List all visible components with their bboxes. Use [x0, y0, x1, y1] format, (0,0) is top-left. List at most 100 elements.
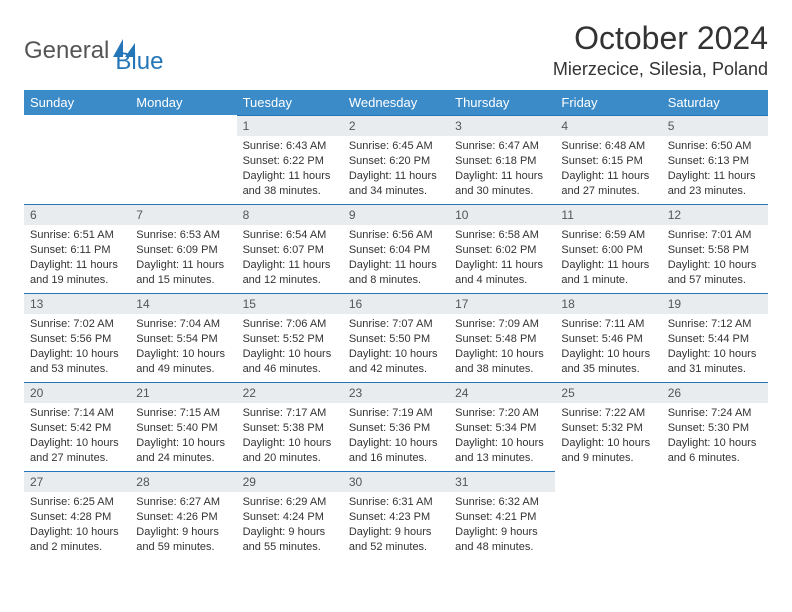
sunrise-text: Sunrise: 6:58 AM — [455, 228, 549, 243]
day-body: Sunrise: 7:17 AMSunset: 5:38 PMDaylight:… — [237, 403, 343, 469]
daylight-line1: Daylight: 10 hours — [668, 436, 762, 451]
sunset-text: Sunset: 6:09 PM — [136, 243, 230, 258]
calendar-week-row: 1Sunrise: 6:43 AMSunset: 6:22 PMDaylight… — [24, 115, 768, 204]
calendar-cell: 28Sunrise: 6:27 AMSunset: 4:26 PMDayligh… — [130, 471, 236, 560]
sunset-text: Sunset: 5:58 PM — [668, 243, 762, 258]
calendar-cell — [662, 471, 768, 560]
calendar-cell: 25Sunrise: 7:22 AMSunset: 5:32 PMDayligh… — [555, 382, 661, 471]
day-number: 10 — [449, 204, 555, 225]
calendar-cell: 24Sunrise: 7:20 AMSunset: 5:34 PMDayligh… — [449, 382, 555, 471]
daylight-line1: Daylight: 10 hours — [30, 525, 124, 540]
sunrise-text: Sunrise: 7:01 AM — [668, 228, 762, 243]
daylight-line2: and 55 minutes. — [243, 540, 337, 555]
day-number: 15 — [237, 293, 343, 314]
daylight-line2: and 27 minutes. — [561, 184, 655, 199]
daylight-line1: Daylight: 11 hours — [243, 258, 337, 273]
calendar-table: SundayMondayTuesdayWednesdayThursdayFrid… — [24, 90, 768, 560]
daylight-line1: Daylight: 10 hours — [243, 347, 337, 362]
day-number: 4 — [555, 115, 661, 136]
sunrise-text: Sunrise: 6:27 AM — [136, 495, 230, 510]
daylight-line2: and 46 minutes. — [243, 362, 337, 377]
calendar-week-row: 6Sunrise: 6:51 AMSunset: 6:11 PMDaylight… — [24, 204, 768, 293]
day-body: Sunrise: 6:45 AMSunset: 6:20 PMDaylight:… — [343, 136, 449, 202]
daylight-line2: and 38 minutes. — [455, 362, 549, 377]
sunrise-text: Sunrise: 7:24 AM — [668, 406, 762, 421]
daylight-line1: Daylight: 10 hours — [136, 347, 230, 362]
title-block: October 2024 Mierzecice, Silesia, Poland — [553, 20, 768, 80]
sunset-text: Sunset: 6:00 PM — [561, 243, 655, 258]
sunset-text: Sunset: 5:54 PM — [136, 332, 230, 347]
calendar-cell: 6Sunrise: 6:51 AMSunset: 6:11 PMDaylight… — [24, 204, 130, 293]
day-body: Sunrise: 6:31 AMSunset: 4:23 PMDaylight:… — [343, 492, 449, 558]
day-header-row: SundayMondayTuesdayWednesdayThursdayFrid… — [24, 90, 768, 115]
daylight-line2: and 52 minutes. — [349, 540, 443, 555]
calendar-cell: 29Sunrise: 6:29 AMSunset: 4:24 PMDayligh… — [237, 471, 343, 560]
calendar-cell: 7Sunrise: 6:53 AMSunset: 6:09 PMDaylight… — [130, 204, 236, 293]
sunset-text: Sunset: 5:44 PM — [668, 332, 762, 347]
sunset-text: Sunset: 5:40 PM — [136, 421, 230, 436]
calendar-cell: 3Sunrise: 6:47 AMSunset: 6:18 PMDaylight… — [449, 115, 555, 204]
daylight-line1: Daylight: 11 hours — [349, 258, 443, 273]
daylight-line1: Daylight: 10 hours — [668, 258, 762, 273]
sunrise-text: Sunrise: 7:19 AM — [349, 406, 443, 421]
day-number: 30 — [343, 471, 449, 492]
day-header: Wednesday — [343, 90, 449, 115]
day-body: Sunrise: 6:29 AMSunset: 4:24 PMDaylight:… — [237, 492, 343, 558]
daylight-line1: Daylight: 11 hours — [668, 169, 762, 184]
day-header: Saturday — [662, 90, 768, 115]
daylight-line1: Daylight: 11 hours — [561, 169, 655, 184]
calendar-cell: 16Sunrise: 7:07 AMSunset: 5:50 PMDayligh… — [343, 293, 449, 382]
day-body: Sunrise: 6:50 AMSunset: 6:13 PMDaylight:… — [662, 136, 768, 202]
daylight-line1: Daylight: 10 hours — [349, 436, 443, 451]
day-body: Sunrise: 7:09 AMSunset: 5:48 PMDaylight:… — [449, 314, 555, 380]
daylight-line1: Daylight: 10 hours — [455, 436, 549, 451]
daylight-line2: and 2 minutes. — [30, 540, 124, 555]
day-number: 3 — [449, 115, 555, 136]
daylight-line2: and 23 minutes. — [668, 184, 762, 199]
daylight-line1: Daylight: 11 hours — [455, 258, 549, 273]
calendar-cell: 26Sunrise: 7:24 AMSunset: 5:30 PMDayligh… — [662, 382, 768, 471]
daylight-line2: and 15 minutes. — [136, 273, 230, 288]
calendar-cell: 10Sunrise: 6:58 AMSunset: 6:02 PMDayligh… — [449, 204, 555, 293]
day-body: Sunrise: 6:56 AMSunset: 6:04 PMDaylight:… — [343, 225, 449, 291]
day-number: 6 — [24, 204, 130, 225]
sunset-text: Sunset: 6:18 PM — [455, 154, 549, 169]
daylight-line2: and 27 minutes. — [30, 451, 124, 466]
calendar-cell: 30Sunrise: 6:31 AMSunset: 4:23 PMDayligh… — [343, 471, 449, 560]
day-body: Sunrise: 6:48 AMSunset: 6:15 PMDaylight:… — [555, 136, 661, 202]
calendar-cell: 19Sunrise: 7:12 AMSunset: 5:44 PMDayligh… — [662, 293, 768, 382]
calendar-cell: 23Sunrise: 7:19 AMSunset: 5:36 PMDayligh… — [343, 382, 449, 471]
day-body: Sunrise: 7:20 AMSunset: 5:34 PMDaylight:… — [449, 403, 555, 469]
sunrise-text: Sunrise: 6:48 AM — [561, 139, 655, 154]
sunset-text: Sunset: 5:56 PM — [30, 332, 124, 347]
day-body: Sunrise: 7:04 AMSunset: 5:54 PMDaylight:… — [130, 314, 236, 380]
sunrise-text: Sunrise: 6:56 AM — [349, 228, 443, 243]
day-number: 5 — [662, 115, 768, 136]
daylight-line2: and 6 minutes. — [668, 451, 762, 466]
daylight-line2: and 53 minutes. — [30, 362, 124, 377]
day-number: 2 — [343, 115, 449, 136]
day-body: Sunrise: 7:01 AMSunset: 5:58 PMDaylight:… — [662, 225, 768, 291]
daylight-line1: Daylight: 9 hours — [243, 525, 337, 540]
logo-text-blue: Blue — [115, 48, 163, 76]
calendar-cell: 11Sunrise: 6:59 AMSunset: 6:00 PMDayligh… — [555, 204, 661, 293]
daylight-line1: Daylight: 11 hours — [455, 169, 549, 184]
day-header: Monday — [130, 90, 236, 115]
daylight-line1: Daylight: 9 hours — [349, 525, 443, 540]
sunrise-text: Sunrise: 7:15 AM — [136, 406, 230, 421]
daylight-line2: and 48 minutes. — [455, 540, 549, 555]
day-body: Sunrise: 6:47 AMSunset: 6:18 PMDaylight:… — [449, 136, 555, 202]
calendar-cell: 15Sunrise: 7:06 AMSunset: 5:52 PMDayligh… — [237, 293, 343, 382]
daylight-line1: Daylight: 9 hours — [136, 525, 230, 540]
calendar-cell: 20Sunrise: 7:14 AMSunset: 5:42 PMDayligh… — [24, 382, 130, 471]
sunset-text: Sunset: 6:13 PM — [668, 154, 762, 169]
daylight-line1: Daylight: 10 hours — [136, 436, 230, 451]
calendar-cell: 9Sunrise: 6:56 AMSunset: 6:04 PMDaylight… — [343, 204, 449, 293]
daylight-line1: Daylight: 11 hours — [349, 169, 443, 184]
daylight-line1: Daylight: 10 hours — [668, 347, 762, 362]
day-body: Sunrise: 7:14 AMSunset: 5:42 PMDaylight:… — [24, 403, 130, 469]
day-body: Sunrise: 6:27 AMSunset: 4:26 PMDaylight:… — [130, 492, 236, 558]
daylight-line2: and 59 minutes. — [136, 540, 230, 555]
daylight-line2: and 13 minutes. — [455, 451, 549, 466]
sunrise-text: Sunrise: 7:11 AM — [561, 317, 655, 332]
